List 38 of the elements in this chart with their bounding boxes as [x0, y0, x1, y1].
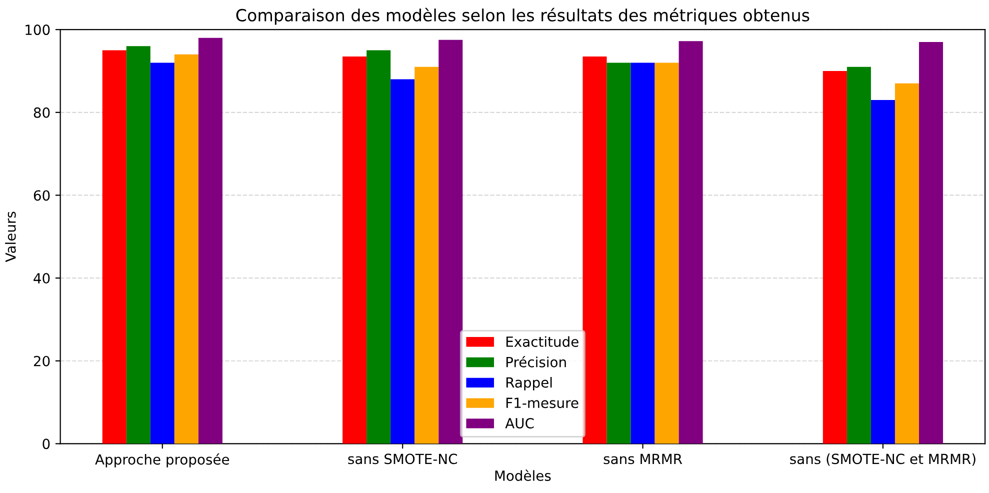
- legend-label: Exactitude: [506, 336, 578, 347]
- x-tick-label: sans (SMOTE-NC et MRMR): [790, 453, 976, 466]
- y-tick-label: 80: [34, 107, 50, 118]
- bar: [846, 66, 871, 444]
- x-axis-title: Modèles: [495, 470, 551, 481]
- bar: [678, 41, 703, 444]
- y-tick-label: 100: [26, 24, 50, 36]
- bar: [102, 50, 126, 444]
- legend-label: Précision: [506, 356, 566, 368]
- bar: [822, 70, 847, 444]
- bar: [438, 40, 463, 444]
- y-axis-title: Valeurs: [5, 212, 16, 262]
- bar: [654, 62, 679, 444]
- bar: [606, 62, 631, 444]
- bar: [366, 50, 391, 444]
- y-tick-label: 60: [34, 190, 50, 201]
- y-tick-label: 20: [34, 356, 50, 366]
- x-tick-label: sans MRMR: [604, 454, 682, 464]
- bar: [342, 56, 367, 444]
- y-tick-label: 40: [34, 273, 50, 284]
- bar: [630, 62, 655, 444]
- bar: [582, 56, 607, 444]
- legend-label: F1-mesure: [506, 398, 578, 408]
- y-tick-label: 0: [42, 438, 50, 450]
- legend-label: Rappel: [506, 376, 552, 390]
- bar: [198, 38, 222, 444]
- x-tick-label: sans SMOTE-NC: [348, 454, 457, 464]
- bar: [894, 83, 919, 444]
- bar: [126, 46, 150, 444]
- legend-label: AUC: [505, 418, 534, 429]
- bar: [150, 62, 174, 444]
- bar: [390, 79, 415, 444]
- bar: [918, 42, 944, 444]
- bar: [174, 54, 198, 444]
- bar: [414, 66, 439, 444]
- x-tick-label: Approche proposée: [95, 453, 230, 468]
- bar: [870, 100, 895, 444]
- chart-title: Comparaison des modèles selon les résultats des métriques obtenus: [236, 8, 810, 25]
